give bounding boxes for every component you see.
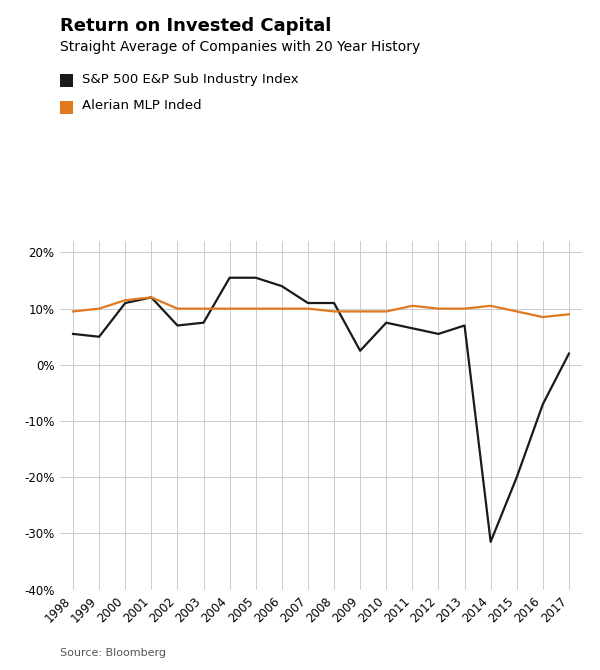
Text: Straight Average of Companies with 20 Year History: Straight Average of Companies with 20 Ye… (60, 40, 420, 54)
Text: Alerian MLP Inded: Alerian MLP Inded (82, 99, 202, 113)
Text: S&P 500 E&P Sub Industry Index: S&P 500 E&P Sub Industry Index (82, 72, 299, 86)
Text: Return on Invested Capital: Return on Invested Capital (60, 17, 331, 35)
Text: Source: Bloomberg: Source: Bloomberg (60, 648, 166, 658)
